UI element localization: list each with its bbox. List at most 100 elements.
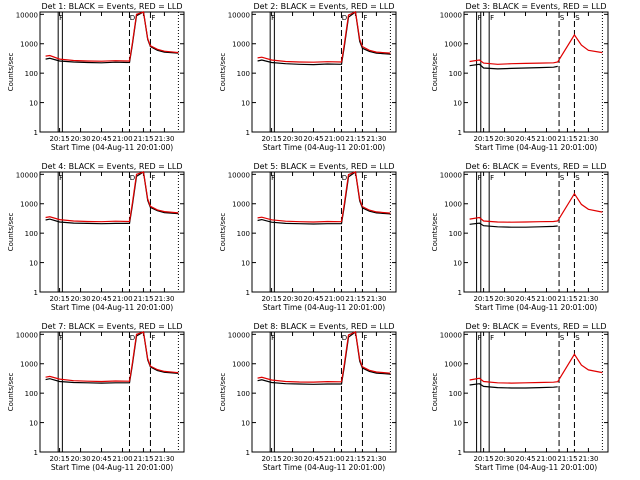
x-tick-label: 21:00 [112, 135, 132, 143]
x-tick-label: 21:00 [324, 295, 344, 303]
x-tick-label: 21:30 [578, 295, 598, 303]
y-tick-label: 10000 [440, 11, 462, 19]
x-axis-label: Start Time (04-Aug-11 20:01:00) [51, 463, 173, 472]
event-marker: D [342, 14, 347, 22]
y-tick-label: 1000 [20, 41, 38, 49]
y-tick-label: 10 [29, 100, 38, 108]
chart-title: Det 2: BLACK = Events, RED = LLD [254, 2, 395, 11]
y-axis-label: Counts/sec [7, 53, 15, 92]
x-tick-label: 21:30 [154, 135, 174, 143]
plot-frame [463, 11, 609, 133]
y-tick-label: 100 [25, 390, 38, 398]
y-axis-label: Counts/sec [431, 213, 439, 252]
y-tick-label: 1000 [20, 201, 38, 209]
event-marker: F [59, 14, 63, 22]
x-tick-label: 21:30 [366, 455, 386, 463]
x-tick-label: 20:45 [515, 295, 535, 303]
event-marker: F [490, 174, 494, 182]
series-events [469, 383, 558, 389]
event-marker: S [560, 14, 565, 22]
panel-det-4: Det 4: BLACK = Events, RED = LLD 1 10 100 10… [7, 162, 185, 312]
x-tick-label: 21:30 [366, 295, 386, 303]
event-marker: F [478, 334, 482, 342]
event-marker: F [271, 334, 275, 342]
y-tick-label: 100 [237, 390, 250, 398]
y-tick-label: 1 [246, 129, 250, 137]
y-tick-label: 1 [34, 289, 38, 297]
x-tick-label: 20:30 [282, 295, 302, 303]
x-tick-label: 20:45 [515, 455, 535, 463]
y-axis-label: Counts/sec [431, 373, 439, 412]
x-tick-label: 20:30 [282, 135, 302, 143]
x-axis-label: Start Time (04-Aug-11 20:01:00) [51, 143, 173, 152]
series-lld [45, 11, 179, 62]
event-marker: F [490, 14, 494, 22]
y-tick-label: 10 [241, 420, 250, 428]
y-tick-label: 1000 [444, 201, 462, 209]
x-tick-label: 20:15 [261, 295, 281, 303]
y-tick-label: 1 [458, 449, 462, 457]
x-tick-label: 20:45 [303, 455, 323, 463]
event-marker: F [478, 14, 482, 22]
y-axis-label: Counts/sec [7, 373, 15, 412]
y-tick-label: 1 [458, 289, 462, 297]
x-tick-label: 21:15 [557, 455, 577, 463]
x-tick-label: 20:30 [494, 295, 514, 303]
event-marker: F [490, 334, 494, 342]
x-tick-label: 20:30 [70, 295, 90, 303]
x-tick-label: 20:15 [261, 135, 281, 143]
plot-frame [463, 331, 609, 453]
event-marker: F [271, 14, 275, 22]
y-tick-label: 100 [25, 230, 38, 238]
y-tick-label: 1 [458, 129, 462, 137]
event-marker: F [271, 174, 275, 182]
event-marker: D [342, 334, 347, 342]
x-tick-label: 20:45 [303, 135, 323, 143]
x-tick-label: 21:15 [133, 295, 153, 303]
plot-frame [39, 331, 185, 453]
y-axis-label: Counts/sec [219, 53, 227, 92]
event-marker: F [363, 174, 367, 182]
x-tick-label: 21:15 [345, 455, 365, 463]
x-tick-label: 21:30 [578, 135, 598, 143]
event-marker: F [363, 334, 367, 342]
panel-det-9: Det 9: BLACK = Events, RED = LLD 1 10 100 10… [431, 322, 609, 472]
x-tick-label: 20:15 [473, 135, 493, 143]
series-lld [45, 331, 179, 383]
event-marker: F [151, 334, 155, 342]
event-marker: F [151, 14, 155, 22]
series-lld [257, 171, 391, 223]
y-tick-label: 10 [453, 260, 462, 268]
x-tick-label: 20:15 [49, 455, 69, 463]
plot-frame [251, 11, 397, 133]
y-tick-label: 1000 [232, 201, 250, 209]
x-tick-label: 21:30 [578, 455, 598, 463]
event-marker: D [342, 174, 347, 182]
series-lld [257, 331, 391, 383]
chart-title: Det 3: BLACK = Events, RED = LLD [466, 2, 607, 11]
y-tick-label: 100 [237, 230, 250, 238]
x-tick-label: 21:30 [154, 295, 174, 303]
x-tick-label: 21:00 [536, 455, 556, 463]
event-marker: S [560, 334, 565, 342]
y-tick-label: 10000 [16, 11, 38, 19]
x-tick-label: 20:45 [91, 455, 111, 463]
x-tick-label: 21:00 [536, 295, 556, 303]
chart-title: Det 5: BLACK = Events, RED = LLD [254, 162, 395, 171]
x-tick-label: 21:15 [557, 295, 577, 303]
series-lld [469, 192, 603, 223]
x-axis-label: Start Time (04-Aug-11 20:01:00) [51, 303, 173, 312]
y-tick-label: 10000 [440, 171, 462, 179]
panel-det-3: Det 3: BLACK = Events, RED = LLD 1 10 100 10… [431, 2, 609, 152]
x-tick-label: 21:15 [557, 135, 577, 143]
x-axis-label: Start Time (04-Aug-11 20:01:00) [475, 303, 597, 312]
y-tick-label: 1 [246, 289, 250, 297]
chart-title: Det 8: BLACK = Events, RED = LLD [254, 322, 395, 331]
panel-det-7: Det 7: BLACK = Events, RED = LLD 1 10 100 10… [7, 322, 185, 472]
x-tick-label: 21:15 [133, 455, 153, 463]
plot-frame [463, 171, 609, 293]
y-tick-label: 1 [246, 449, 250, 457]
y-tick-label: 10 [453, 420, 462, 428]
y-axis-label: Counts/sec [431, 53, 439, 92]
